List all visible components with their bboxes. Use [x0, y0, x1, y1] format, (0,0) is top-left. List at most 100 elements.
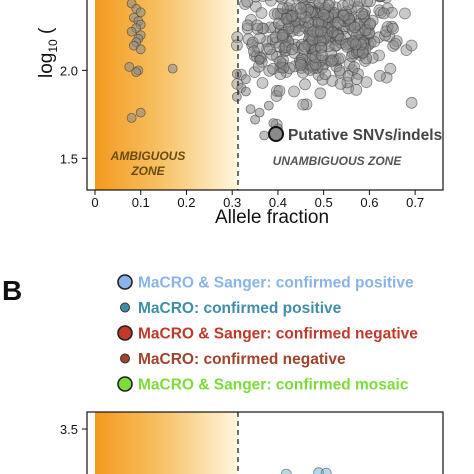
panel-a-point	[167, 63, 178, 74]
panel-a-point-cloud	[298, 0, 309, 3]
panel-a-point-cloud	[361, 0, 373, 8]
panel-a-point-cloud	[387, 40, 400, 52]
panel-a-x-ticks: 0 0.1 0.2 0.3 0.4 0.5 0.6 0.7	[91, 190, 424, 210]
panel-a-point-cloud	[313, 0, 326, 9]
panel-a-point-cloud	[308, 0, 315, 1]
panel-a-point-cloud	[273, 85, 286, 97]
panel-a-point-cloud	[380, 25, 393, 38]
panel-b-plot-frame	[86, 411, 444, 474]
panel-a-point-cloud	[405, 96, 418, 109]
panel-a-point-cloud	[314, 25, 327, 38]
panel-a-point-cloud	[296, 66, 309, 79]
panel-a-point-cloud	[263, 43, 276, 56]
panel-a-x-tick-label: 0.4	[269, 195, 287, 210]
panel-b-legend-label: MaCRO & Sanger: confirmed negative	[138, 326, 418, 343]
panel-a-point-cloud	[325, 55, 338, 68]
panel-b-y-tick-label: 3.5	[60, 422, 78, 437]
panel-a-point	[240, 74, 251, 85]
panel-b-legend-label: MaCRO & Sanger: confirmed mosaic	[138, 377, 409, 394]
panel-a-point-cloud	[316, 62, 329, 74]
panel-b-points	[280, 467, 332, 474]
panel-a-point	[126, 113, 137, 123]
panel-b-legend-marker	[120, 302, 130, 313]
panel-b-legend-marker	[117, 376, 133, 392]
panel-a-point-cloud	[276, 2, 289, 15]
panel-a-point-cloud	[251, 19, 264, 32]
panel-a-point	[245, 104, 256, 114]
panel-b-y-ticks: 3.5	[60, 422, 87, 437]
panel-a-point-cloud	[258, 0, 268, 2]
panel-a-point	[240, 86, 251, 97]
panel-a-zone-unambiguous: UNAMBIGUOUS ZONE	[273, 154, 403, 168]
panel-a-point-cloud	[326, 26, 339, 39]
panel-a-point-cloud	[334, 78, 347, 90]
panel-a-point-cloud	[274, 68, 287, 80]
panel-a-points	[124, 0, 418, 141]
panel-a-point	[259, 130, 270, 141]
panel-a-zone-ambiguous-line2: ZONE	[130, 164, 165, 178]
panel-b-legend: MaCRO & Sanger: confirmed positive MaCRO:…	[117, 274, 418, 394]
panel-b-legend-marker	[117, 325, 133, 341]
panel-a-point-cloud	[283, 0, 296, 11]
panel-a-point-cloud	[377, 7, 390, 20]
panel-a-point-cloud	[389, 38, 402, 50]
panel-a-point-cloud	[291, 0, 300, 2]
panel-a-point-cloud	[241, 22, 254, 35]
panel-a-point-cloud	[276, 29, 289, 42]
panel-b-legend-label: MaCRO: confirmed positive	[138, 300, 342, 317]
panel-a-point-cloud	[298, 40, 311, 53]
panel-a-y-axis-label: log10 (	[36, 27, 60, 78]
panel-b-letter: B	[2, 275, 22, 306]
panel-a-point-cloud	[380, 71, 393, 84]
panel-a-point	[254, 107, 265, 118]
panel-a-point-cloud	[279, 41, 292, 53]
panel-a-point-cloud	[283, 62, 296, 74]
panel-a-x-tick-label: 0.5	[315, 195, 333, 210]
panel-a-point-cloud	[288, 85, 300, 98]
panel-a-point	[231, 91, 242, 102]
panel-a-point-cloud	[253, 32, 266, 45]
panel-a-x-tick-label: 0	[91, 195, 98, 210]
panel-a-point-cloud	[250, 0, 261, 3]
y-label-log: log	[36, 53, 57, 78]
panel-a-point-cloud	[387, 22, 399, 35]
panel-a-point-cloud	[308, 0, 321, 7]
panel-a-y-tick-label: 2.0	[60, 63, 78, 78]
panel-a-point	[135, 107, 146, 118]
panel-a-point	[131, 67, 142, 77]
panel-a-point-cloud	[356, 7, 369, 20]
panel-a-legend-label: Putative SNVs/indels	[288, 127, 442, 144]
panel-a-point-cloud	[286, 9, 299, 22]
panel-a-point-cloud	[360, 76, 373, 88]
panel-a-point-cloud	[314, 87, 327, 100]
panel-a-point-cloud	[230, 39, 243, 52]
panel-b-point-positive	[320, 467, 332, 474]
panel-a-point-cloud	[362, 27, 375, 40]
y-label-subscript: 10	[46, 39, 60, 53]
panel-b-legend-marker	[120, 353, 130, 364]
panel-a-point-cloud	[316, 73, 329, 86]
panel-a-point-cloud	[247, 45, 260, 58]
panel-a-point-cloud	[277, 61, 290, 74]
panel-a-y-tick-label: 1.5	[60, 151, 78, 166]
panel-a-point-cloud	[398, 7, 411, 20]
panel-b-legend-label: MaCRO & Sanger: confirmed positive	[138, 275, 414, 292]
panel-a-point-cloud	[322, 0, 335, 12]
panel-a-point-cloud	[375, 0, 384, 2]
panel-a-point	[250, 114, 261, 125]
panel-a-point	[254, 54, 265, 65]
panel-a-point-cloud	[297, 98, 310, 111]
panel-a-point	[124, 62, 135, 72]
panel-a-point-cloud	[294, 59, 307, 71]
panel-a-point-cloud	[302, 3, 314, 16]
panel-a-point-cloud	[366, 51, 379, 64]
panel-a-point-cloud	[274, 56, 287, 68]
panel-a-point-cloud	[340, 38, 353, 51]
panel-a-plot-frame	[86, 0, 444, 191]
panel-a-point-cloud	[317, 8, 330, 21]
panel-a-point-cloud	[350, 73, 363, 85]
panel-a-point-cloud	[316, 49, 328, 62]
panel-a-point-cloud	[331, 16, 344, 29]
panel-a-point-cloud	[322, 40, 335, 53]
